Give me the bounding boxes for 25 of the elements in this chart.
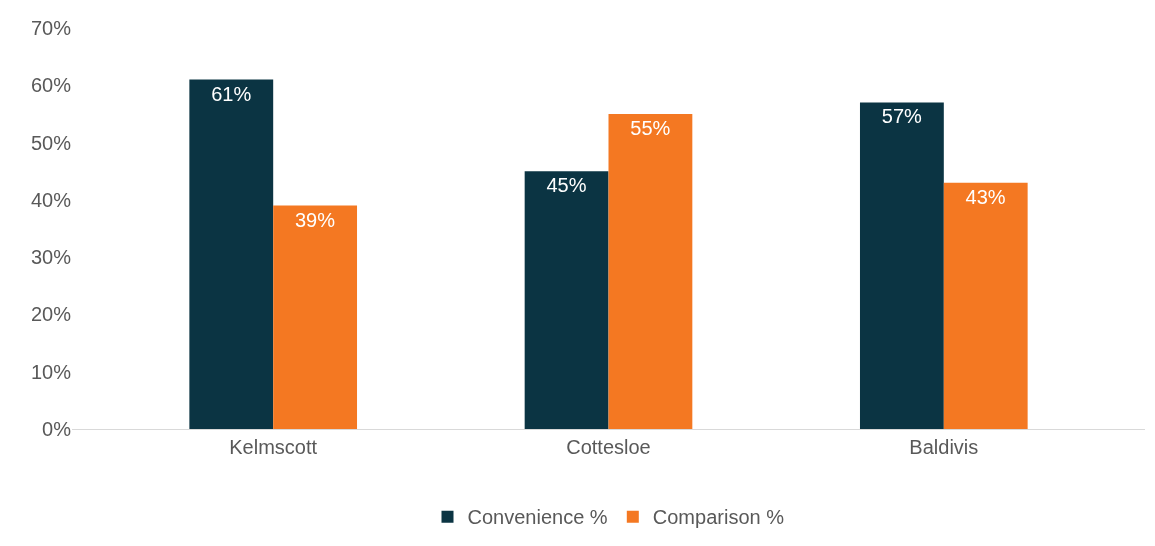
y-tick-label: 50% [30,131,72,154]
bar [608,113,693,429]
data-label: 61% [211,82,252,105]
y-tick-label: 20% [30,303,72,326]
y-tick-label: 40% [30,188,72,211]
data-label: 45% [546,174,587,197]
x-tick-label: Cottesloe [566,436,651,458]
y-tick-label: 60% [30,74,72,97]
bar [859,102,944,429]
bar [524,171,609,429]
data-label: 39% [294,208,336,231]
bar [273,205,358,429]
y-tick-label: 70% [30,17,72,39]
bar [943,182,1028,429]
legend-label: Convenience % [467,506,608,529]
y-tick-label: 0% [42,418,72,440]
x-tick-label: Kelmscott [229,436,318,458]
y-tick-label: 10% [30,360,72,383]
data-label: 57% [881,105,923,128]
data-label: 43% [965,185,1006,208]
bar [189,79,274,429]
y-tick-label: 30% [30,246,72,269]
x-tick-label: Baldivis [909,436,979,458]
data-label: 55% [630,116,671,139]
legend-label: Comparison % [652,506,785,529]
